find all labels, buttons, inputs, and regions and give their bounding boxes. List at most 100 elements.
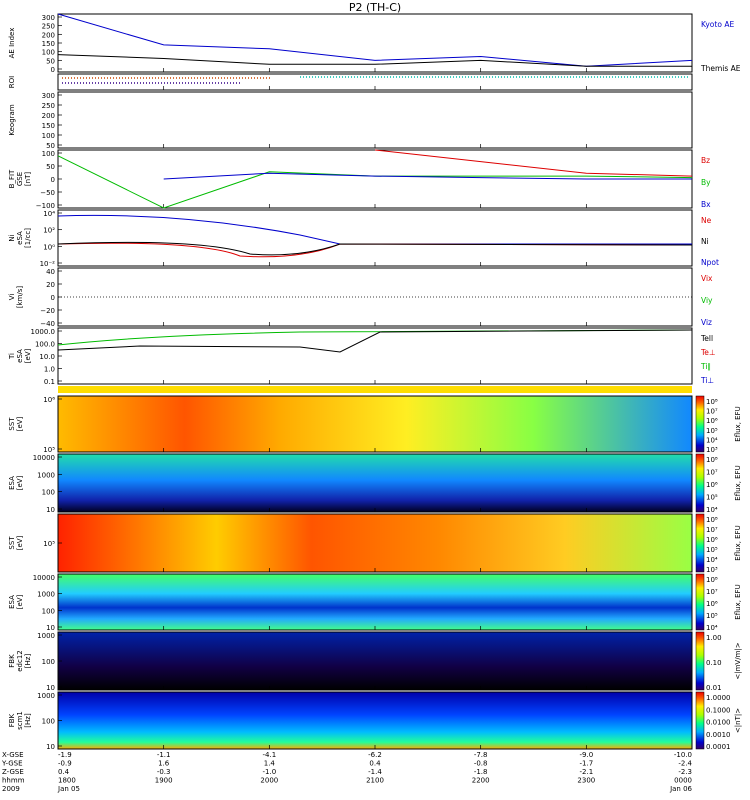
- y-tick-label: −20: [40, 307, 55, 315]
- colorbar-title: Eflux, EFU: [734, 525, 742, 560]
- footer-value: -1.0: [262, 768, 276, 776]
- y-axis-label: FBK: [8, 654, 16, 668]
- colorbar-title: <|nT|>: [734, 708, 742, 733]
- panel-esa_i: ESA [eV] 10000 1000 100 10: [8, 573, 693, 632]
- panel-fbk2: FBK scm1 [Hz] 1000 100 10: [8, 691, 693, 751]
- colorbar-label: 10⁸: [706, 576, 718, 584]
- y-axis-label: [Hz]: [24, 654, 32, 669]
- y-tick-label: 10⁵: [43, 446, 55, 454]
- colorbar-label: 10⁸: [706, 516, 718, 524]
- footer-value: 2000: [260, 777, 278, 785]
- y-tick-label: −50: [40, 189, 55, 197]
- colorbar-label: 1.0000: [706, 694, 731, 702]
- spectrogram-fill: [58, 514, 692, 572]
- legend-entry: Viz: [701, 318, 712, 327]
- colorbar-label: 10⁴: [706, 556, 718, 564]
- legend-entry: Kyoto AE: [701, 20, 734, 29]
- colorbar-label: 10⁷: [706, 408, 718, 416]
- y-axis-label: Vi: [8, 294, 16, 301]
- footer-value: -6.2: [368, 751, 382, 759]
- legend-entry: Themis AE: [700, 64, 741, 73]
- y-tick-label: 10²: [43, 227, 55, 235]
- footer-value: -1.1: [157, 751, 171, 759]
- spectrogram-fill: [58, 692, 692, 749]
- y-axis-label: SST: [8, 417, 16, 431]
- colorbar-label: 10⁷: [706, 526, 718, 534]
- tell-trace: [57, 329, 693, 353]
- y-tick-label: 0.1: [44, 378, 55, 386]
- y-axis-label: [eV]: [16, 594, 24, 609]
- panel-vi: Vi [km/s] 40 20 0 −20 −40 Vix Viy Viz: [8, 267, 713, 328]
- legend-entry: Ni: [701, 237, 709, 246]
- y-tick-label: 1000.0: [31, 328, 56, 336]
- footer-value: -4.1: [262, 751, 276, 759]
- y-tick-label: 10⁴: [43, 210, 55, 218]
- y-tick-label: 10: [46, 624, 55, 632]
- y-tick-label: 0: [51, 176, 55, 184]
- legend-entry: Bz: [701, 156, 710, 165]
- series-by: [57, 155, 693, 209]
- footer-value: -1.7: [579, 760, 593, 768]
- colorbar-title: Eflux, EFU: [734, 584, 742, 619]
- colorbar-scale: [695, 453, 705, 513]
- colorbar-scale: [695, 691, 705, 750]
- colorbar-label: 10⁵: [706, 427, 718, 435]
- footer-value: 1.6: [158, 760, 170, 768]
- spectrogram-fill: [58, 574, 692, 630]
- footer-value: 1900: [155, 777, 173, 785]
- footer-value: -7.8: [474, 751, 488, 759]
- colorbar-label: 10⁴: [706, 436, 718, 444]
- colorbar-label: 10³: [706, 566, 718, 574]
- y-tick-label: 100.0: [35, 341, 55, 349]
- y-tick-label: 1000: [37, 692, 55, 700]
- footer-value: 1800: [58, 777, 76, 785]
- footer-value: 2300: [577, 777, 595, 785]
- colorbar-scale: [695, 631, 705, 691]
- y-tick-label: 250: [42, 23, 55, 31]
- panel-frame: [57, 91, 693, 149]
- series-themis-ae: [57, 54, 692, 67]
- y-tick-label: 100: [42, 132, 55, 140]
- footer-value: 0.4: [58, 768, 70, 776]
- ti-par-trace: [57, 329, 693, 346]
- panel-sst_e: SST [eV] 10⁶ 10⁵: [8, 395, 693, 454]
- colorbar-scale: [695, 513, 705, 573]
- series-bz: [374, 149, 693, 177]
- y-tick-label: 150: [42, 122, 55, 130]
- legend-entry: Tell: [700, 334, 713, 343]
- colorbar-label: 0.0010: [706, 731, 731, 739]
- y-tick-label: 1000: [37, 632, 55, 640]
- y-tick-label: 1.0: [44, 366, 55, 374]
- footer-value: -1.9: [58, 751, 72, 759]
- y-axis-label: [eV]: [16, 475, 24, 490]
- panel-frame: [57, 209, 693, 267]
- colorbar-label: 10³: [706, 446, 718, 454]
- footer-value: Jan 05: [57, 785, 80, 793]
- footer-value: 2200: [472, 777, 490, 785]
- y-tick-label: 200: [42, 31, 55, 39]
- y-axis-label: ESA: [8, 476, 16, 490]
- colorbar-title: <|mV/m|>: [734, 642, 742, 679]
- footer-value: 2100: [366, 777, 384, 785]
- y-tick-label: −40: [40, 320, 55, 328]
- npot-trace: [57, 214, 692, 245]
- footer-value: -9.0: [579, 751, 593, 759]
- colorbar: 1.0000 0.1000 0.0100 0.0010 0.0001 <|nT|>: [695, 691, 742, 751]
- y-axis-label: [eV]: [16, 416, 24, 431]
- colorbar-label: 10⁶: [706, 536, 718, 544]
- colorbar-label: 0.0001: [706, 743, 731, 751]
- legend-entry: Viy: [701, 296, 713, 305]
- y-axis-label: B_FIT: [8, 169, 16, 188]
- colorbar-label: 10⁸: [706, 456, 718, 464]
- y-axis-label: Keogram: [8, 104, 16, 135]
- footer-row-label: Y-GSE: [1, 760, 23, 768]
- y-axis-label: eSA: [16, 231, 24, 245]
- y-tick-label: −100: [36, 202, 55, 210]
- footer-value: 0000: [674, 777, 692, 785]
- y-tick-label: 10000: [33, 454, 55, 462]
- y-tick-label: 250: [42, 102, 55, 110]
- y-tick-label: 10: [46, 684, 55, 692]
